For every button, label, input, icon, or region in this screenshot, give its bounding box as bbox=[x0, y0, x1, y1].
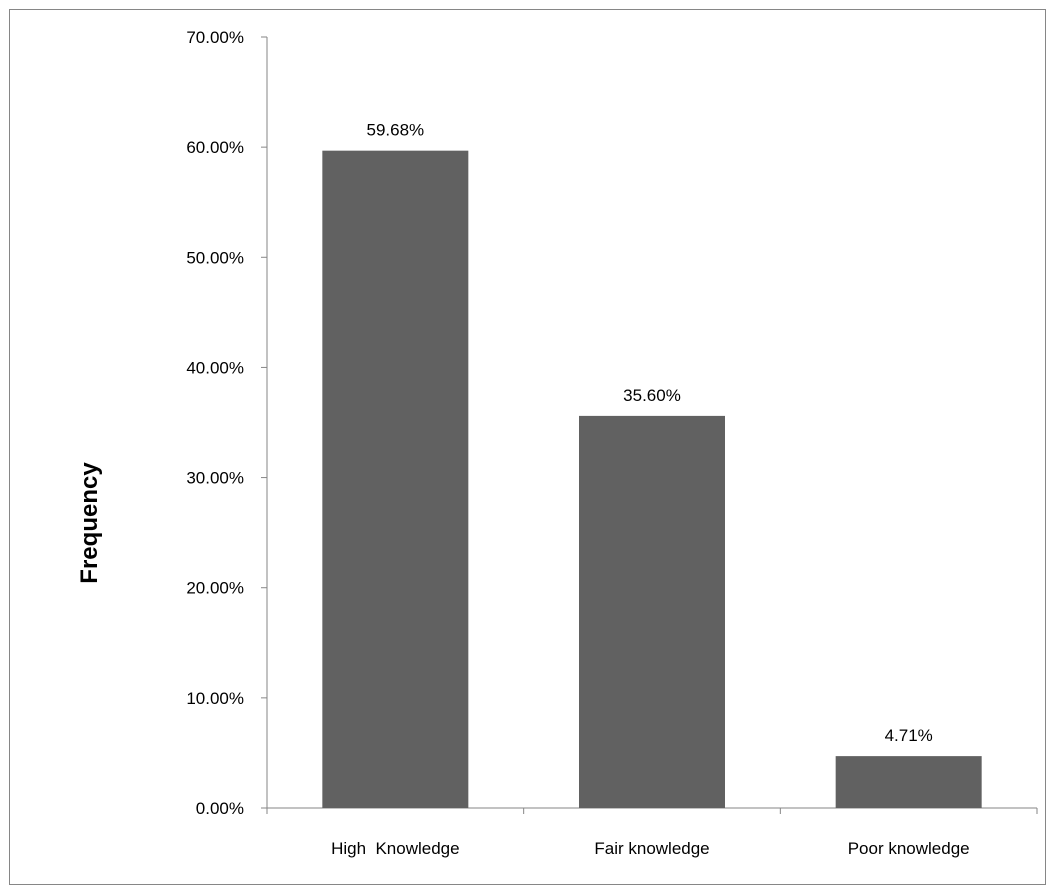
y-tick-label: 0.00% bbox=[196, 799, 244, 818]
x-category-label: Poor knowledge bbox=[848, 839, 970, 858]
y-tick-label: 20.00% bbox=[186, 579, 244, 598]
y-tick-label: 10.00% bbox=[186, 689, 244, 708]
data-label: 59.68% bbox=[366, 121, 424, 140]
x-category-label: High Knowledge bbox=[331, 839, 460, 858]
y-tick-label: 60.00% bbox=[186, 138, 244, 157]
y-tick-label: 30.00% bbox=[186, 469, 244, 488]
bar bbox=[579, 415, 725, 808]
x-category-label: Fair knowledge bbox=[594, 839, 709, 858]
y-tick-label: 40.00% bbox=[186, 358, 244, 377]
bar bbox=[322, 150, 469, 809]
plot-area: 0.00% 10.00% 20.00% 30.00% 40.00% 50.00% 60.00… bbox=[186, 28, 1038, 858]
chart-area bbox=[9, 9, 1046, 885]
bar bbox=[835, 756, 982, 808]
y-tick-label: 70.00% bbox=[186, 28, 244, 47]
data-label: 4.71% bbox=[885, 726, 933, 745]
y-tick-label: 50.00% bbox=[186, 248, 244, 267]
y-axis-title: Frequency bbox=[76, 462, 103, 584]
data-label: 35.60% bbox=[623, 386, 681, 405]
